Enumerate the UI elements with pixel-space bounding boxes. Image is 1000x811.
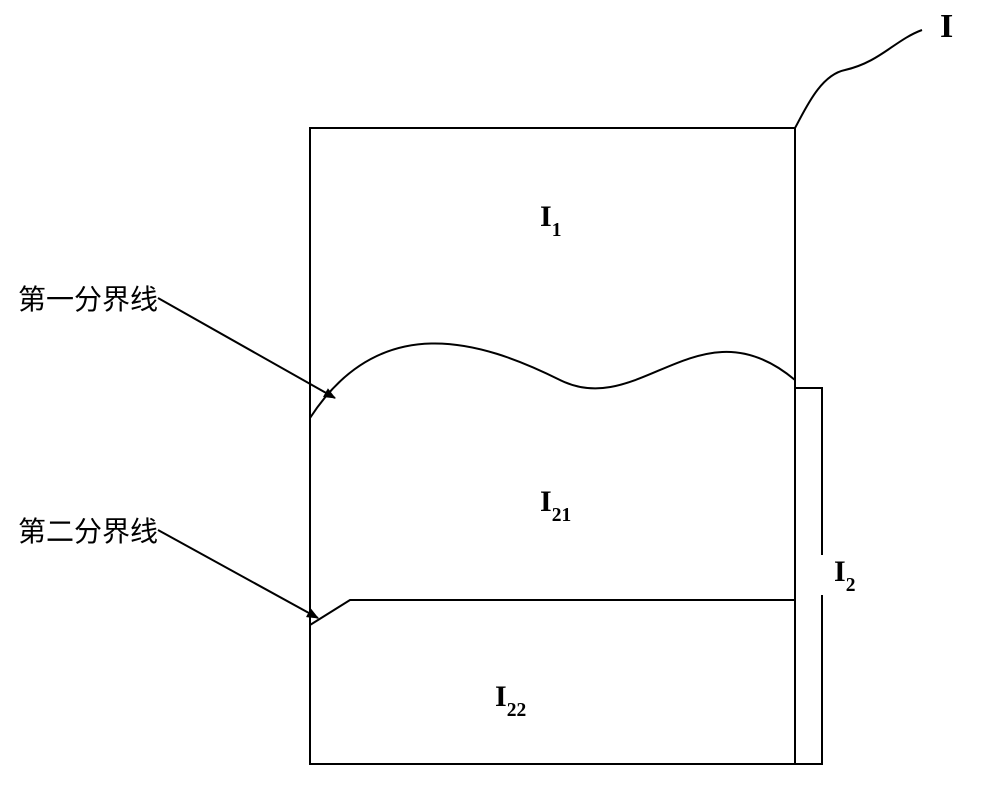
arrow-boundary-2 <box>158 530 318 618</box>
i2-bracket-top <box>795 388 822 555</box>
arrow-boundary-1 <box>158 298 335 398</box>
label-boundary-2: 第二分界线 <box>18 510 158 550</box>
boundary-1-curve <box>310 343 795 418</box>
label-I22: I22 <box>495 680 526 719</box>
label-I2-main: I <box>834 555 846 588</box>
boundary-2-line <box>310 600 795 625</box>
label-I1-sub: 1 <box>552 220 562 241</box>
leader-I-curve <box>795 30 922 128</box>
label-boundary-1: 第一分界线 <box>18 278 158 318</box>
label-I21-sub: 21 <box>552 505 572 526</box>
label-I1-main: I <box>540 200 552 233</box>
label-I2: I2 <box>834 555 855 594</box>
label-I2-sub: 2 <box>846 575 856 596</box>
label-I21: I21 <box>540 485 571 524</box>
label-I21-main: I <box>540 485 552 518</box>
label-I22-main: I <box>495 680 507 713</box>
i2-bracket-bottom <box>795 595 822 764</box>
label-I22-sub: 22 <box>507 700 527 721</box>
label-I1: I1 <box>540 200 561 239</box>
label-I: I <box>940 8 953 46</box>
